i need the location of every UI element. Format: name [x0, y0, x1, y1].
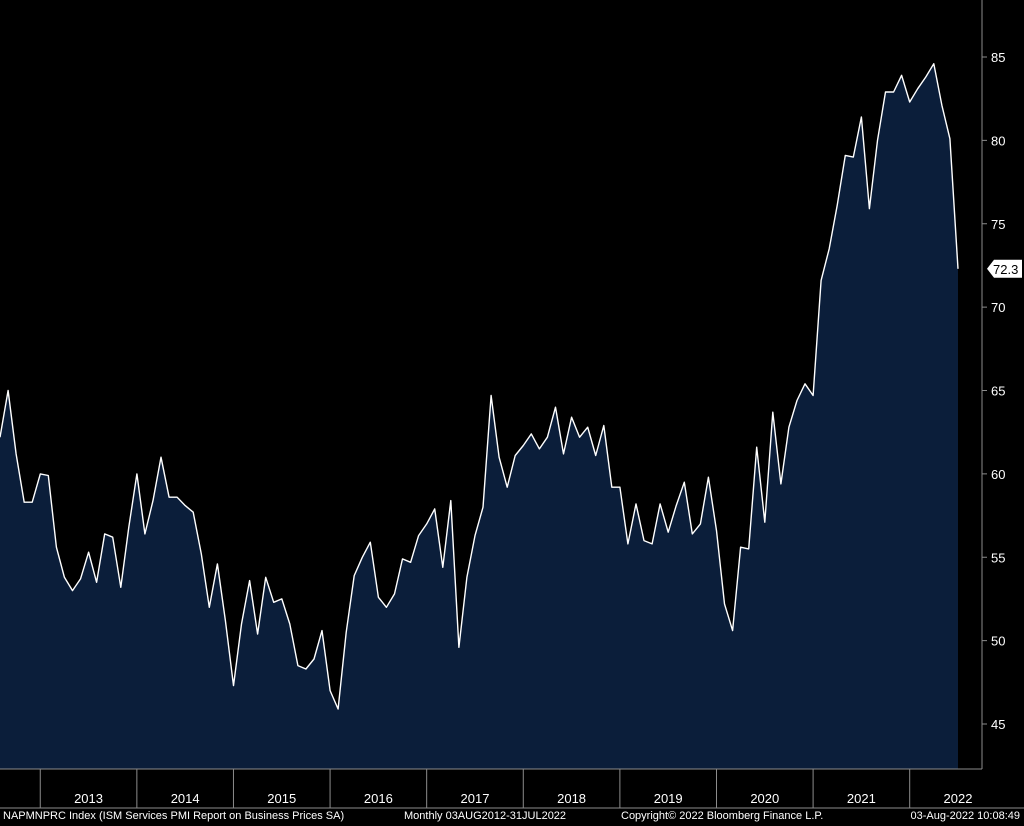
- label-layer: 45 50 55 60 65 70 75 80 85 2013 2014 2015 2016 2017 20…: [74, 50, 1022, 806]
- y-tick-label: 55: [991, 550, 1005, 565]
- x-tick-label: 2021: [847, 791, 876, 806]
- last-value-label: 72.3: [993, 262, 1018, 277]
- y-tick-label: 85: [991, 50, 1005, 65]
- x-tick-label: 2022: [944, 791, 973, 806]
- x-tick-label: 2013: [74, 791, 103, 806]
- x-tick-label: 2016: [364, 791, 393, 806]
- axis-layer: [0, 0, 1024, 809]
- y-tick-label: 65: [991, 384, 1005, 399]
- footer-copyright: Copyright© 2022 Bloomberg Finance L.P.: [621, 810, 824, 822]
- x-tick-label: 2019: [654, 791, 683, 806]
- last-value-callout: [987, 259, 1022, 278]
- footer-timestamp: 03-Aug-2022 10:08:49: [910, 810, 1020, 822]
- y-tick-label: 80: [991, 133, 1005, 148]
- x-tick-label: 2020: [750, 791, 779, 806]
- y-tick-label: 60: [991, 467, 1005, 482]
- series-line: [0, 63, 959, 710]
- footer-index-name: NAPMNPRC Index (ISM Services PMI Report …: [3, 810, 345, 822]
- y-tick-label: 50: [991, 634, 1005, 649]
- y-tick-label: 75: [991, 217, 1005, 232]
- area-layer: [0, 63, 959, 769]
- x-tick-label: 2018: [557, 791, 586, 806]
- x-tick-label: 2017: [461, 791, 490, 806]
- y-tick-label: 45: [991, 717, 1005, 732]
- series-area: [0, 63, 958, 769]
- y-tick-label: 70: [991, 300, 1005, 315]
- x-tick-label: 2014: [171, 791, 200, 806]
- footer-period: Monthly 03AUG2012-31JUL2022: [404, 810, 567, 822]
- x-tick-label: 2015: [267, 791, 296, 806]
- footer-bar: NAPMNPRC Index (ISM Services PMI Report …: [0, 808, 1024, 826]
